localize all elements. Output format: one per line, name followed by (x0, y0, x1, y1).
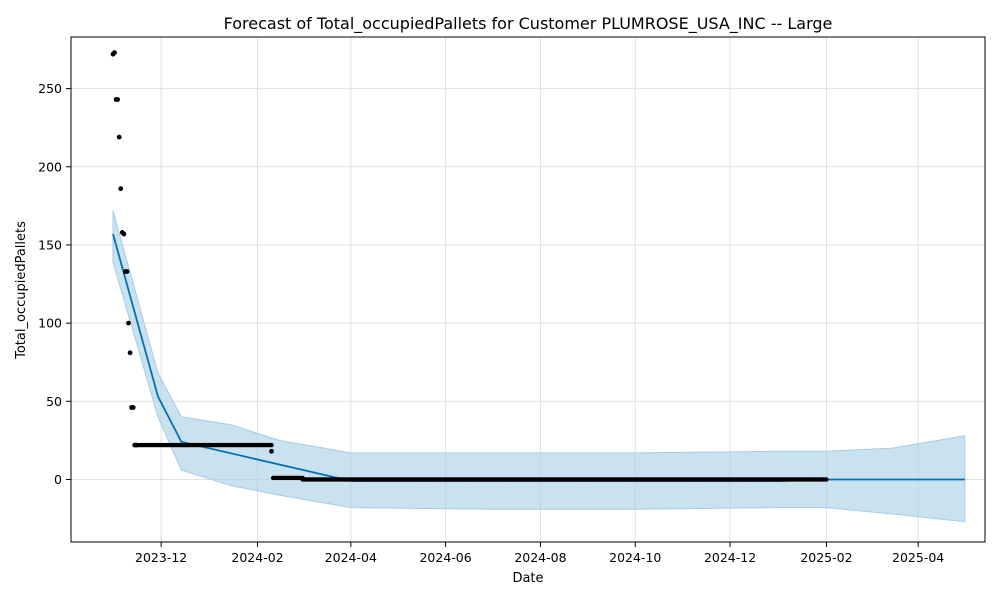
observed-point (127, 350, 133, 356)
x-tick-label-5: 2024-10 (609, 550, 661, 565)
x-tick-label-3: 2024-06 (419, 550, 471, 565)
y-axis-label: Total_occupiedPallets (14, 221, 29, 360)
observed-points-layer (110, 50, 829, 482)
x-tick-label-1: 2024-02 (231, 550, 283, 565)
x-tick-label-0: 2023-12 (135, 550, 187, 565)
plot-frame (70, 36, 986, 543)
observed-point (824, 477, 829, 482)
chart-title: Forecast of Total_occupiedPallets for Cu… (224, 14, 833, 34)
y-tick-label-5: 250 (38, 81, 62, 96)
x-axis-ticks: 2023-12 2024-02 2024-04 2024-06 2024-08 2024-… (135, 542, 944, 565)
x-tick-label-8: 2025-04 (892, 550, 944, 565)
observed-point (118, 186, 124, 192)
uncertainty-band (112, 210, 966, 523)
observed-point (116, 134, 122, 140)
x-tick-label-7: 2025-02 (800, 550, 852, 565)
x-tick-label-6: 2024-12 (704, 550, 756, 565)
y-tick-label-2: 100 (38, 316, 62, 331)
observed-point (269, 442, 274, 448)
y-tick-label-1: 50 (46, 394, 62, 409)
observed-point (115, 97, 120, 102)
y-tick-label-0: 0 (54, 472, 62, 487)
observed-point (112, 50, 117, 55)
uncertainty-band-layer (112, 210, 966, 523)
observed-point (126, 320, 131, 326)
y-axis-ticks: 0 50 100 150 200 250 (38, 81, 71, 487)
observed-point (124, 269, 130, 274)
x-tick-label-4: 2024-08 (514, 550, 566, 565)
observed-point (269, 448, 274, 454)
x-axis-label: Date (512, 571, 543, 586)
y-tick-label-4: 200 (38, 159, 62, 174)
observed-point (121, 231, 127, 237)
y-tick-label-3: 150 (38, 237, 62, 252)
observed-point (130, 405, 136, 410)
x-tick-label-2: 2024-04 (325, 550, 377, 565)
